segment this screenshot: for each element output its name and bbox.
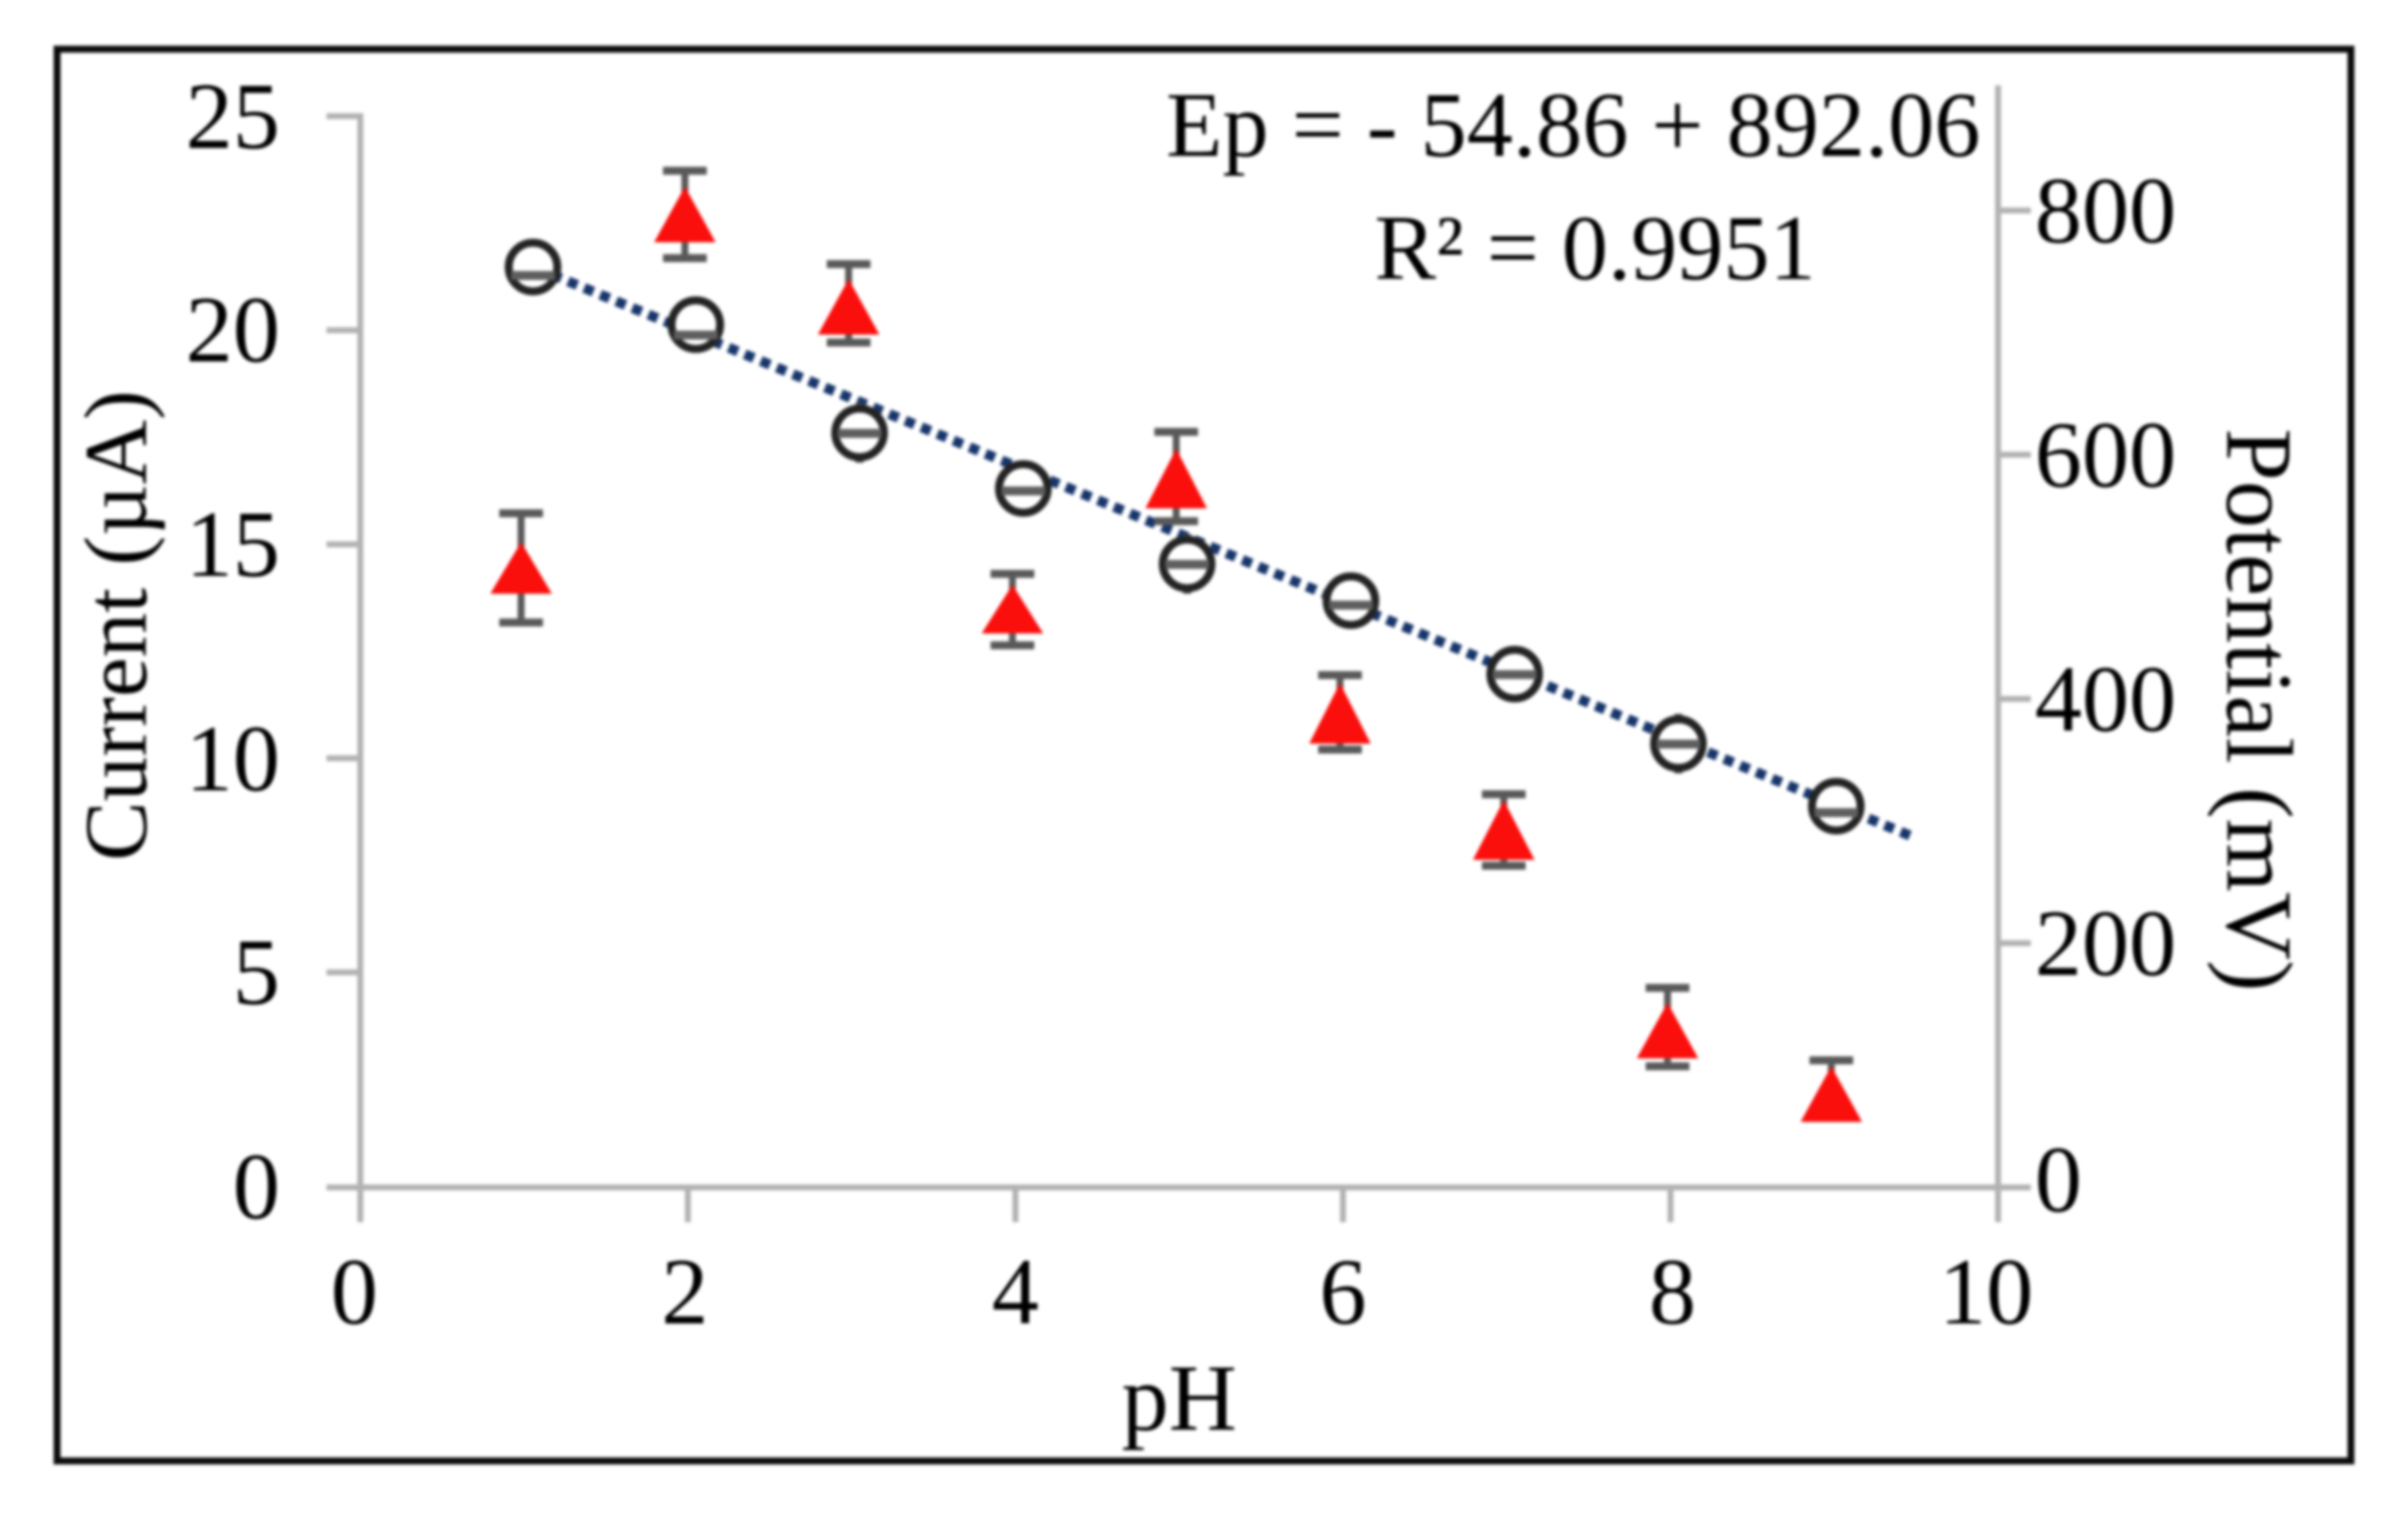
svg-text:4: 4	[992, 1239, 1039, 1344]
svg-text:400: 400	[2035, 646, 2177, 752]
svg-text:25: 25	[186, 64, 280, 169]
svg-text:10: 10	[1940, 1239, 2034, 1344]
svg-text:200: 200	[2035, 891, 2177, 996]
svg-text:Current (µA): Current (µA)	[67, 390, 166, 861]
svg-text:600: 600	[2035, 402, 2177, 507]
svg-text:pH: pH	[1122, 1345, 1237, 1451]
svg-text:5: 5	[233, 919, 281, 1025]
svg-text:0: 0	[233, 1134, 281, 1239]
svg-text:15: 15	[186, 491, 280, 597]
svg-text:6: 6	[1319, 1239, 1367, 1344]
svg-text:Potential (mV): Potential (mV)	[2207, 428, 2312, 991]
svg-text:R² = 0.9951: R² = 0.9951	[1375, 198, 1816, 300]
svg-text:Ep = - 54.86 + 892.06: Ep = - 54.86 + 892.06	[1166, 74, 1980, 177]
svg-text:20: 20	[186, 277, 280, 382]
svg-text:800: 800	[2035, 158, 2177, 263]
svg-text:8: 8	[1649, 1239, 1696, 1344]
svg-text:2: 2	[661, 1239, 709, 1344]
svg-text:10: 10	[186, 706, 280, 811]
svg-text:0: 0	[331, 1239, 378, 1344]
svg-text:0: 0	[2035, 1127, 2082, 1232]
